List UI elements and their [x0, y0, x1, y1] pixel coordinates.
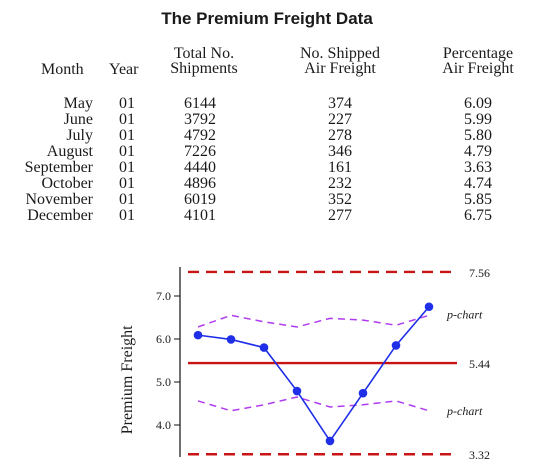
table-cell-pct: 5.99: [464, 111, 492, 128]
table-cell-pct: 4.79: [464, 143, 492, 160]
table-title: The Premium Freight Data: [161, 9, 373, 28]
header-year-label: Year: [109, 61, 139, 78]
table-cell-shipped: 374: [328, 95, 352, 112]
table-cell-pct: 6.09: [464, 95, 492, 112]
table-cell-shipped: 227: [328, 111, 352, 128]
p-chart-upper-limit: [197, 314, 430, 328]
table-cell-month: May: [63, 95, 93, 112]
table-cell-month: November: [25, 191, 93, 208]
table-cell-month: June: [63, 111, 93, 128]
table-cell-shipped: 161: [328, 159, 352, 176]
table-cell-month: October: [41, 175, 93, 192]
table-cell-total: 4101: [184, 207, 216, 224]
p-chart-label: p-chart: [446, 307, 483, 321]
p-chart-lower-limit: [197, 396, 430, 412]
data-point: [292, 386, 302, 396]
table-cell-shipped: 352: [328, 191, 352, 208]
table-cell-year: 01: [119, 175, 135, 192]
series-line: [197, 306, 430, 443]
table-cell-year: 01: [119, 111, 135, 128]
y-tick-label: 5.0: [156, 375, 171, 389]
header-pct-line2: Air Freight: [442, 60, 514, 77]
data-point: [259, 343, 269, 352]
reference-line-label: 3.32: [469, 448, 490, 462]
header-shipped: No. Shipped Air Freight: [285, 45, 395, 77]
header-month-label: Month: [41, 61, 84, 78]
table-cell-pct: 5.85: [464, 191, 492, 208]
table-cell-year: 01: [119, 95, 135, 112]
table-cell-shipped: 232: [328, 175, 352, 192]
header-total: Total No. Shipments: [163, 45, 245, 77]
table-cell-shipped: 278: [328, 127, 352, 144]
table-cell-pct: 4.74: [464, 175, 492, 192]
table-cell-shipped: 277: [328, 207, 352, 224]
table-cell-year: 01: [119, 207, 135, 224]
table-cell-month: December: [27, 207, 93, 224]
table-cell-month: August: [46, 143, 93, 160]
data-point: [193, 330, 203, 340]
data-point: [325, 436, 335, 446]
table-cell-shipped: 346: [328, 143, 352, 160]
header-total-line1: Total No.: [173, 45, 235, 62]
table-cell-total: 6019: [184, 191, 216, 208]
table-cell-year: 01: [119, 127, 135, 144]
table-cell-year: 01: [119, 143, 135, 160]
data-point: [226, 335, 236, 344]
table-cell-total: 4792: [184, 127, 216, 144]
table-cell-total: 6144: [184, 95, 216, 112]
table-cell-month: September: [24, 159, 93, 176]
header-total-line2: Shipments: [170, 60, 238, 77]
y-tick-label: 4.0: [156, 418, 171, 432]
data-point: [391, 341, 401, 350]
reference-line-label: 7.56: [469, 266, 490, 280]
table-cell-pct: 6.75: [464, 207, 492, 224]
table-cell-year: 01: [119, 159, 135, 176]
table-cell-pct: 5.80: [464, 127, 492, 144]
data-point: [424, 302, 434, 312]
table-cell-total: 4896: [184, 175, 216, 192]
table-cell-month: July: [66, 127, 93, 144]
p-chart-label: p-chart: [446, 404, 483, 418]
header-year: Year: [109, 61, 139, 78]
header-month: Month: [41, 61, 84, 78]
y-tick-label: 6.0: [156, 332, 171, 346]
table-cell-total: 7226: [184, 143, 216, 160]
table-cell-year: 01: [119, 191, 135, 208]
header-shipped-line2: Air Freight: [304, 60, 376, 77]
y-tick-label: 7.0: [156, 289, 171, 303]
y-axis-label: Premium Freight: [119, 325, 136, 434]
data-point: [358, 388, 368, 398]
header-pct-line1: Percentage: [442, 45, 514, 62]
table-cell-total: 3792: [184, 111, 216, 128]
reference-line-label: 5.44: [469, 357, 490, 371]
header-pct: Percentage Air Freight: [428, 45, 528, 77]
header-shipped-line1: No. Shipped: [300, 45, 380, 62]
table-cell-total: 4440: [184, 159, 216, 176]
table-cell-pct: 3.63: [464, 159, 492, 176]
